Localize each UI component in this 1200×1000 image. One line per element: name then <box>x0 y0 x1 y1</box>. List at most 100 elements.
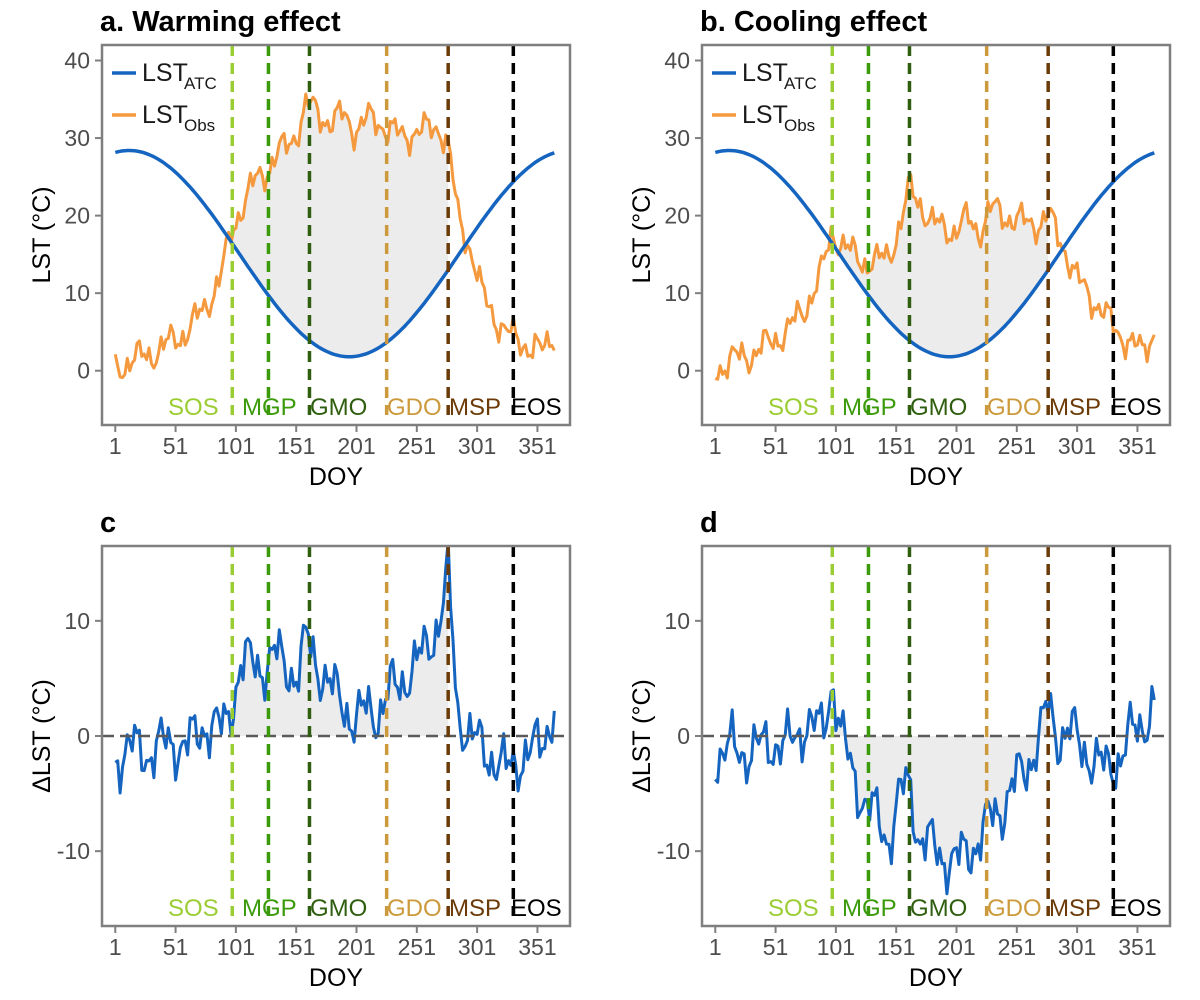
x-tick-label: 251 <box>398 433 436 459</box>
x-tick-label: 1 <box>109 433 122 459</box>
x-tick-label: 251 <box>998 433 1036 459</box>
plot-area <box>113 45 556 415</box>
plot-area <box>702 546 1170 916</box>
panel-title: d <box>700 507 718 539</box>
difference-shade <box>233 546 449 743</box>
difference-shade <box>833 174 1049 357</box>
x-tick-label: 101 <box>817 433 855 459</box>
phase-label-msp: MSP <box>1049 394 1101 421</box>
x-tick-label: 301 <box>1058 934 1096 960</box>
phase-label-gdo: GDO <box>387 895 442 922</box>
x-tick-label: 101 <box>217 433 255 459</box>
legend-label-obs: LST <box>142 101 188 129</box>
panel-title: b. Cooling effect <box>700 6 928 38</box>
phase-label-gdo: GDO <box>987 895 1042 922</box>
x-tick-label: 51 <box>763 433 789 459</box>
x-tick-label: 1 <box>709 934 722 960</box>
phase-label-sos: SOS <box>168 394 219 421</box>
y-tick-label: 0 <box>77 358 90 384</box>
y-tick-label: 40 <box>664 48 690 74</box>
x-axis-label: DOY <box>309 964 364 992</box>
phase-label-eos: EOS <box>511 394 562 421</box>
phase-label-gdo: GDO <box>987 394 1042 421</box>
phase-label-gmo: GMO <box>910 394 967 421</box>
phase-label-gdo: GDO <box>387 394 442 421</box>
x-tick-label: 301 <box>1058 433 1096 459</box>
atc-series-line <box>114 148 555 359</box>
x-tick-label: 301 <box>458 433 496 459</box>
y-tick-label: 40 <box>64 48 90 74</box>
legend-sublabel-atc: ATC <box>784 74 817 93</box>
x-tick-label: 51 <box>163 433 189 459</box>
y-tick-label: 10 <box>64 608 90 634</box>
x-tick-label: 151 <box>877 433 915 459</box>
phase-label-sos: SOS <box>768 895 819 922</box>
x-tick-label: 1 <box>709 433 722 459</box>
y-tick-label: -10 <box>657 838 690 864</box>
x-tick-label: 351 <box>1118 433 1156 459</box>
legend-label-obs: LST <box>742 101 788 129</box>
x-tick-label: 351 <box>518 433 556 459</box>
x-tick-label: 151 <box>877 934 915 960</box>
phase-label-mgp: MGP <box>842 895 897 922</box>
x-tick-label: 151 <box>277 433 315 459</box>
phase-label-msp: MSP <box>449 394 501 421</box>
y-tick-label: 0 <box>677 358 690 384</box>
y-tick-label: 20 <box>64 203 90 229</box>
obs-series-line <box>113 92 556 380</box>
x-tick-label: 251 <box>398 934 436 960</box>
difference-shade <box>233 94 449 357</box>
phase-label-gmo: GMO <box>310 895 367 922</box>
x-tick-label: 101 <box>217 934 255 960</box>
phase-label-mgp: MGP <box>242 394 297 421</box>
phase-label-msp: MSP <box>449 895 501 922</box>
x-tick-label: 201 <box>937 433 975 459</box>
legend-label-atc: LST <box>142 59 188 87</box>
y-axis-label: LST (°C) <box>28 186 56 283</box>
phase-label-sos: SOS <box>768 394 819 421</box>
y-axis-label: ΔLST (°C) <box>628 679 656 793</box>
x-tick-label: 51 <box>763 934 789 960</box>
y-axis-label: ΔLST (°C) <box>28 679 56 793</box>
x-tick-label: 351 <box>1118 934 1156 960</box>
y-tick-label: 10 <box>664 608 690 634</box>
delta-series-line <box>714 685 1156 896</box>
phase-label-mgp: MGP <box>842 394 897 421</box>
x-tick-label: 201 <box>337 934 375 960</box>
legend-label-atc: LST <box>742 59 788 87</box>
plot-area <box>714 45 1156 415</box>
x-tick-label: 251 <box>998 934 1036 960</box>
y-tick-label: 10 <box>64 280 90 306</box>
obs-series-line <box>714 173 1156 381</box>
legend-sublabel-obs: Obs <box>784 116 815 135</box>
y-tick-label: 0 <box>77 723 90 749</box>
phase-label-eos: EOS <box>1111 394 1162 421</box>
x-tick-label: 151 <box>277 934 315 960</box>
y-tick-label: 30 <box>64 125 90 151</box>
legend-sublabel-atc: ATC <box>184 74 217 93</box>
x-tick-label: 301 <box>458 934 496 960</box>
atc-series-line <box>714 148 1155 359</box>
x-tick-label: 201 <box>337 433 375 459</box>
phase-label-msp: MSP <box>1049 895 1101 922</box>
phase-label-sos: SOS <box>168 895 219 922</box>
x-tick-label: 1 <box>109 934 122 960</box>
y-tick-label: 30 <box>664 125 690 151</box>
plot-area <box>102 546 570 916</box>
x-axis-label: DOY <box>909 964 964 992</box>
phase-label-gmo: GMO <box>910 895 967 922</box>
phase-label-eos: EOS <box>511 895 562 922</box>
phase-label-eos: EOS <box>1111 895 1162 922</box>
x-axis-label: DOY <box>909 463 964 491</box>
x-tick-label: 51 <box>163 934 189 960</box>
y-tick-label: 20 <box>664 203 690 229</box>
y-tick-label: 10 <box>664 280 690 306</box>
delta-series-line <box>114 546 556 795</box>
panel-title: c <box>100 507 116 539</box>
panel-frame <box>700 43 1172 427</box>
phase-label-gmo: GMO <box>310 394 367 421</box>
